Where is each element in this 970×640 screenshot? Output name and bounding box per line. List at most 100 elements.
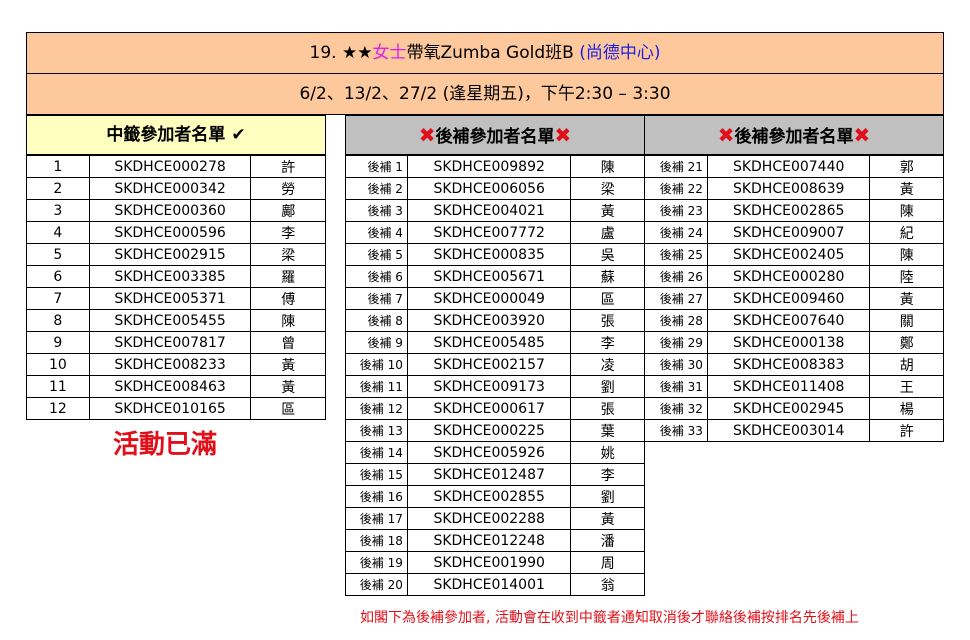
selected-table: 1 SKDHCE000278 許 2 SKDHCE000342 勞 3 SKDHCE00036… (26, 155, 326, 420)
table-row: 後補 5 SKDHCE000835 吳 (345, 243, 645, 266)
rank-cell: 後補 6 (345, 265, 408, 288)
member-id-cell: SKDHCE012248 (406, 529, 572, 552)
member-id-cell: SKDHCE012487 (406, 463, 572, 486)
member-id-cell: SKDHCE009892 (406, 155, 572, 178)
member-id-cell: SKDHCE000360 (88, 199, 252, 222)
surname-cell: 胡 (869, 353, 944, 376)
table-row: 後補 18 SKDHCE012248 潘 (345, 529, 645, 552)
surname-cell: 蘇 (570, 265, 645, 288)
waitlist-a-header-label: 後補參加者名單 (435, 127, 555, 147)
member-id-cell: SKDHCE002945 (706, 397, 871, 420)
member-id-cell: SKDHCE002288 (406, 507, 572, 530)
rank-cell: 後補 24 (644, 221, 708, 244)
rank-cell: 後補 10 (345, 353, 408, 376)
rank-cell: 後補 33 (644, 419, 708, 442)
table-row: 5 SKDHCE002915 梁 (26, 243, 326, 266)
surname-cell: 周 (570, 551, 645, 574)
member-id-cell: SKDHCE000280 (706, 265, 871, 288)
member-id-cell: SKDHCE005926 (406, 441, 572, 464)
member-id-cell: SKDHCE005671 (406, 265, 572, 288)
cross-icon: ✖ (418, 123, 436, 147)
title-course: 帶氧Zumba Gold班B (406, 43, 580, 63)
table-row: 後補 19 SKDHCE001990 周 (345, 551, 645, 574)
rank-cell: 後補 26 (644, 265, 708, 288)
schedule: 6/2、13/2、27/2 (逢星期五)，下午2:30 – 3:30 (26, 73, 944, 115)
surname-cell: 勞 (250, 177, 326, 200)
member-id-cell: SKDHCE005455 (88, 309, 252, 332)
member-id-cell: SKDHCE002405 (706, 243, 871, 266)
member-id-cell: SKDHCE002915 (88, 243, 252, 266)
member-id-cell: SKDHCE000342 (88, 177, 252, 200)
table-row: 後補 21 SKDHCE007440 郭 (644, 155, 944, 178)
member-id-cell: SKDHCE003014 (706, 419, 871, 442)
rank-cell: 後補 13 (345, 419, 408, 442)
table-row: 後補 4 SKDHCE007772 盧 (345, 221, 645, 244)
table-row: 後補 14 SKDHCE005926 姚 (345, 441, 645, 464)
member-id-cell: SKDHCE008383 (706, 353, 871, 376)
member-id-cell: SKDHCE002157 (406, 353, 572, 376)
footer-note: 如閣下為後補參加者, 活動會在收到中籤者通知取消後才聯絡後補按排名先後補上 (360, 610, 859, 626)
rank-cell: 後補 16 (345, 485, 408, 508)
rank-cell: 6 (26, 265, 90, 288)
surname-cell: 郭 (869, 155, 944, 178)
member-id-cell: SKDHCE003920 (406, 309, 572, 332)
table-row: 後補 26 SKDHCE000280 陸 (644, 265, 944, 288)
surname-cell: 劉 (570, 375, 645, 398)
rank-cell: 後補 2 (345, 177, 408, 200)
rank-cell: 後補 5 (345, 243, 408, 266)
cross-icon: ✖ (853, 123, 871, 147)
cross-icon: ✖ (554, 123, 572, 147)
rank-cell: 後補 22 (644, 177, 708, 200)
member-id-cell: SKDHCE007640 (706, 309, 871, 332)
rank-cell: 10 (26, 353, 90, 376)
rank-cell: 後補 31 (644, 375, 708, 398)
member-id-cell: SKDHCE005371 (88, 287, 252, 310)
table-row: 4 SKDHCE000596 李 (26, 221, 326, 244)
surname-cell: 黃 (570, 199, 645, 222)
surname-cell: 張 (570, 309, 645, 332)
surname-cell: 張 (570, 397, 645, 420)
table-row: 後補 27 SKDHCE009460 黃 (644, 287, 944, 310)
member-id-cell: SKDHCE000049 (406, 287, 572, 310)
surname-cell: 傅 (250, 287, 326, 310)
table-row: 1 SKDHCE000278 許 (26, 155, 326, 178)
member-id-cell: SKDHCE002865 (706, 199, 871, 222)
surname-cell: 盧 (570, 221, 645, 244)
table-row: 後補 8 SKDHCE003920 張 (345, 309, 645, 332)
member-id-cell: SKDHCE000596 (88, 221, 252, 244)
surname-cell: 關 (869, 309, 944, 332)
rank-cell: 後補 7 (345, 287, 408, 310)
member-id-cell: SKDHCE009460 (706, 287, 871, 310)
member-id-cell: SKDHCE011408 (706, 375, 871, 398)
surname-cell: 黃 (869, 177, 944, 200)
title-venue: (尚德中心) (579, 43, 661, 63)
table-row: 後補 32 SKDHCE002945 楊 (644, 397, 944, 420)
surname-cell: 黃 (250, 353, 326, 376)
rank-cell: 3 (26, 199, 90, 222)
rank-cell: 4 (26, 221, 90, 244)
surname-cell: 楊 (869, 397, 944, 420)
course-title: 19. ★★女士帶氧Zumba Gold班B (尚德中心) (26, 32, 944, 74)
surname-cell: 李 (250, 221, 326, 244)
table-row: 後補 9 SKDHCE005485 李 (345, 331, 645, 354)
table-row: 後補 29 SKDHCE000138 鄭 (644, 331, 944, 354)
table-row: 9 SKDHCE007817 曾 (26, 331, 326, 354)
rank-cell: 後補 32 (644, 397, 708, 420)
rank-cell: 後補 11 (345, 375, 408, 398)
rank-cell: 後補 17 (345, 507, 408, 530)
rank-cell: 後補 21 (644, 155, 708, 178)
rank-cell: 5 (26, 243, 90, 266)
surname-cell: 潘 (570, 529, 645, 552)
surname-cell: 陳 (250, 309, 326, 332)
member-id-cell: SKDHCE002855 (406, 485, 572, 508)
surname-cell: 李 (570, 463, 645, 486)
surname-cell: 姚 (570, 441, 645, 464)
surname-cell: 陳 (869, 199, 944, 222)
waitlist-a-header: ✖後補參加者名單✖ (345, 115, 645, 155)
rank-cell: 8 (26, 309, 90, 332)
member-id-cell: SKDHCE009007 (706, 221, 871, 244)
member-id-cell: SKDHCE008463 (88, 375, 252, 398)
surname-cell: 梁 (250, 243, 326, 266)
table-row: 後補 22 SKDHCE008639 黃 (644, 177, 944, 200)
rank-cell: 後補 25 (644, 243, 708, 266)
